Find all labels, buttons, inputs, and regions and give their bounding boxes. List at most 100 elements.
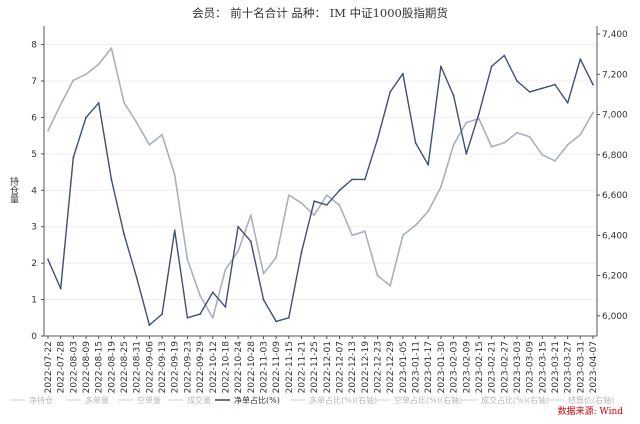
x-tick-label-24: 2022-12-13 xyxy=(348,341,358,393)
series-0-point-28 xyxy=(402,72,404,75)
x-tick-label-13: 2022-10-12 xyxy=(209,341,219,393)
left-tick-label-7: 7 xyxy=(31,77,37,87)
right-tick-label-2: 6,400 xyxy=(602,231,628,241)
x-tick-label-3: 2022-08-09 xyxy=(82,341,92,394)
series-1-point-2 xyxy=(72,79,75,82)
series-0-point-2 xyxy=(72,156,75,159)
legend-label-6: 空单占比(%)(右轴) xyxy=(394,395,462,405)
x-tick-label-7: 2022-08-31 xyxy=(133,341,143,393)
series-1-point-17 xyxy=(262,272,265,275)
series-0-point-26 xyxy=(376,138,379,141)
x-tick-label-8: 2022-09-06 xyxy=(145,341,155,394)
x-tick-label-32: 2023-02-03 xyxy=(450,341,460,393)
legend-label-2: 空单量 xyxy=(137,395,161,405)
x-axis-ticks: 2022-07-22 2022-07-28 2022-08-03 2022-08-09… xyxy=(44,336,599,393)
legend-label-4: 净单占比(%) xyxy=(234,395,280,405)
x-tick-label-25: 2022-12-19 xyxy=(361,341,371,394)
series-0-point-31 xyxy=(440,65,442,68)
x-tick-label-43: 2023-04-07 xyxy=(589,341,599,393)
series-1-point-8 xyxy=(148,143,151,146)
left-tick-label-0: 0 xyxy=(31,332,37,342)
series-1-point-11 xyxy=(186,258,189,261)
x-tick-label-31: 2023-01-30 xyxy=(437,341,447,394)
series-0-point-41 xyxy=(566,102,569,104)
x-tick-label-27: 2022-12-29 xyxy=(386,341,396,394)
axes xyxy=(43,26,598,337)
x-tick-label-22: 2022-12-01 xyxy=(323,341,333,393)
series-1-point-9 xyxy=(161,133,164,136)
legend-label-8: 结算价(右轴) xyxy=(568,395,614,405)
legend-label-3: 成交量 xyxy=(187,395,211,405)
series-0-point-23 xyxy=(338,189,341,192)
series-1-point-30 xyxy=(427,210,430,213)
series-1-point-35 xyxy=(490,145,493,148)
series-1-point-22 xyxy=(325,194,328,197)
series-0-point-22 xyxy=(325,204,328,206)
y-axis-label: 持仓量 xyxy=(8,175,19,203)
x-tick-label-35: 2023-02-21 xyxy=(488,341,498,393)
x-tick-label-29: 2023-01-11 xyxy=(412,341,422,393)
series-1-point-38 xyxy=(528,135,531,138)
series-0-point-8 xyxy=(148,324,151,326)
series-0-point-37 xyxy=(516,80,518,82)
data-source: 数据来源: Wind xyxy=(558,405,624,417)
series-1-point-23 xyxy=(338,204,341,207)
series-1-point-25 xyxy=(364,230,366,233)
series-1-point-36 xyxy=(503,141,506,144)
x-tick-label-11: 2022-09-23 xyxy=(183,341,193,393)
x-tick-label-10: 2022-09-19 xyxy=(171,341,181,394)
series-line-0 xyxy=(47,54,594,326)
series-1-point-37 xyxy=(516,131,518,134)
x-tick-label-36: 2023-02-27 xyxy=(500,341,510,393)
series-1-point-32 xyxy=(452,143,455,146)
series-0-point-6 xyxy=(123,233,125,235)
series-0-point-34 xyxy=(478,112,480,115)
x-tick-label-12: 2022-09-29 xyxy=(196,341,206,394)
series-0-point-4 xyxy=(97,102,100,104)
series-1-point-16 xyxy=(249,214,252,217)
series-0-point-9 xyxy=(161,313,164,315)
series-0-point-43 xyxy=(592,83,594,86)
series-1-point-19 xyxy=(287,194,290,197)
x-tick-label-37: 2023-03-03 xyxy=(513,341,523,393)
x-tick-label-28: 2023-01-05 xyxy=(399,341,409,393)
left-tick-label-8: 8 xyxy=(31,41,37,51)
series-1-point-4 xyxy=(97,63,100,66)
right-tick-label-4: 6,800 xyxy=(602,151,628,161)
series-0-point-5 xyxy=(110,178,113,181)
series-0-point-20 xyxy=(300,251,303,254)
series-1-point-31 xyxy=(440,186,442,188)
series-0-point-29 xyxy=(414,142,417,144)
gridlines xyxy=(44,44,597,337)
x-tick-label-0: 2022-07-22 xyxy=(44,341,54,393)
x-tick-label-16: 2022-10-28 xyxy=(247,341,257,394)
x-tick-label-15: 2022-10-24 xyxy=(234,341,244,394)
series-0-point-19 xyxy=(287,316,290,319)
left-tick-label-2: 2 xyxy=(31,259,37,269)
x-tick-label-17: 2022-11-03 xyxy=(259,341,269,393)
series-0-point-33 xyxy=(465,153,468,155)
series-1-point-41 xyxy=(566,143,569,146)
x-tick-label-20: 2022-11-21 xyxy=(297,341,307,393)
series-0-point-32 xyxy=(452,94,455,97)
series-1-point-12 xyxy=(199,294,202,297)
series-1-point-42 xyxy=(579,133,582,136)
series-0-point-27 xyxy=(389,91,392,93)
series-0-point-35 xyxy=(490,65,493,68)
x-tick-label-9: 2022-09-13 xyxy=(158,341,168,393)
series-1-point-29 xyxy=(414,224,417,227)
series-0-point-25 xyxy=(364,178,366,181)
series-line-1 xyxy=(47,47,594,319)
left-tick-label-1: 1 xyxy=(31,296,37,306)
right-tick-label-5: 7,000 xyxy=(602,111,628,121)
series-0-point-39 xyxy=(541,87,544,90)
series-0-point-30 xyxy=(427,163,430,166)
series-0-point-40 xyxy=(554,83,556,86)
series-0-point-13 xyxy=(211,291,214,294)
series-1-point-26 xyxy=(376,274,379,277)
series-0-point-15 xyxy=(237,225,240,228)
series-1-point-18 xyxy=(275,256,277,259)
series-0-point-38 xyxy=(528,91,531,93)
series-0-point-16 xyxy=(249,240,252,243)
